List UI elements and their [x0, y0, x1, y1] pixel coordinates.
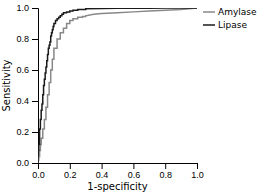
- tick-label: 0.2: [16, 127, 29, 137]
- tick: 0.0: [16, 158, 38, 168]
- series-line: [38, 8, 197, 163]
- tick-mark: [32, 70, 38, 71]
- y-axis-title: Sensitivity: [1, 59, 12, 111]
- plot: 0.0 0.2 0.4 0.6 0.8 1.0 0.0 0.2 0.4 0.6 0.8 1.0: [16, 3, 203, 180]
- tick-label: 0.8: [159, 170, 172, 180]
- tick: 1.0: [191, 163, 204, 180]
- tick-mark: [197, 163, 198, 169]
- tick: 0.2: [16, 127, 38, 137]
- series-line: [38, 8, 197, 163]
- tick-label: 0.8: [16, 34, 29, 44]
- tick-label: 0.4: [16, 96, 29, 106]
- legend-swatch: [203, 24, 215, 26]
- legend-item: Lipase: [203, 20, 247, 30]
- tick: 1.0: [16, 3, 38, 13]
- tick-mark: [165, 163, 166, 169]
- tick-label: 0.4: [96, 170, 109, 180]
- tick-label: 0.6: [128, 170, 141, 180]
- tick-label: 0.0: [16, 158, 29, 168]
- tick-label: 0.6: [16, 65, 29, 75]
- tick-label: 1.0: [191, 170, 204, 180]
- x-axis-title: 1-specificity: [87, 181, 147, 192]
- tick-mark: [32, 39, 38, 40]
- tick: 0.8: [159, 163, 172, 180]
- lines: [38, 8, 197, 163]
- legend-swatch: [203, 11, 215, 13]
- tick-label: 0.0: [32, 170, 45, 180]
- tick: 0.4: [96, 163, 109, 180]
- tick-mark: [32, 101, 38, 102]
- tick-mark: [32, 163, 38, 164]
- tick-mark: [102, 163, 103, 169]
- axis-line: [39, 164, 198, 170]
- tick-mark: [32, 8, 38, 9]
- tick: 0.8: [16, 34, 38, 44]
- legend-label: Amylase: [218, 7, 257, 17]
- y-axis: 0.0 0.2 0.4 0.6 0.8 1.0: [16, 3, 38, 168]
- chart: 0.0 0.2 0.4 0.6 0.8 1.0 0.0 0.2 0.4 0.6 0.8 1.0 1-sp…: [0, 0, 261, 193]
- legend: Amylase Lipase: [203, 7, 257, 30]
- tick-mark: [70, 163, 71, 169]
- legend-label: Lipase: [218, 20, 247, 30]
- tick: 0.4: [16, 96, 38, 106]
- legend-item: Amylase: [203, 7, 257, 17]
- tick: 0.6: [16, 65, 38, 75]
- tick: 0.0: [32, 163, 45, 180]
- x-axis: 0.0 0.2 0.4 0.6 0.8 1.0: [32, 163, 204, 180]
- tick-mark: [32, 132, 38, 133]
- tick-label: 0.2: [64, 170, 77, 180]
- tick-mark: [133, 163, 134, 169]
- tick-label: 1.0: [16, 3, 29, 13]
- tick: 0.6: [128, 163, 141, 180]
- tick: 0.2: [64, 163, 77, 180]
- axis-line: [32, 9, 39, 164]
